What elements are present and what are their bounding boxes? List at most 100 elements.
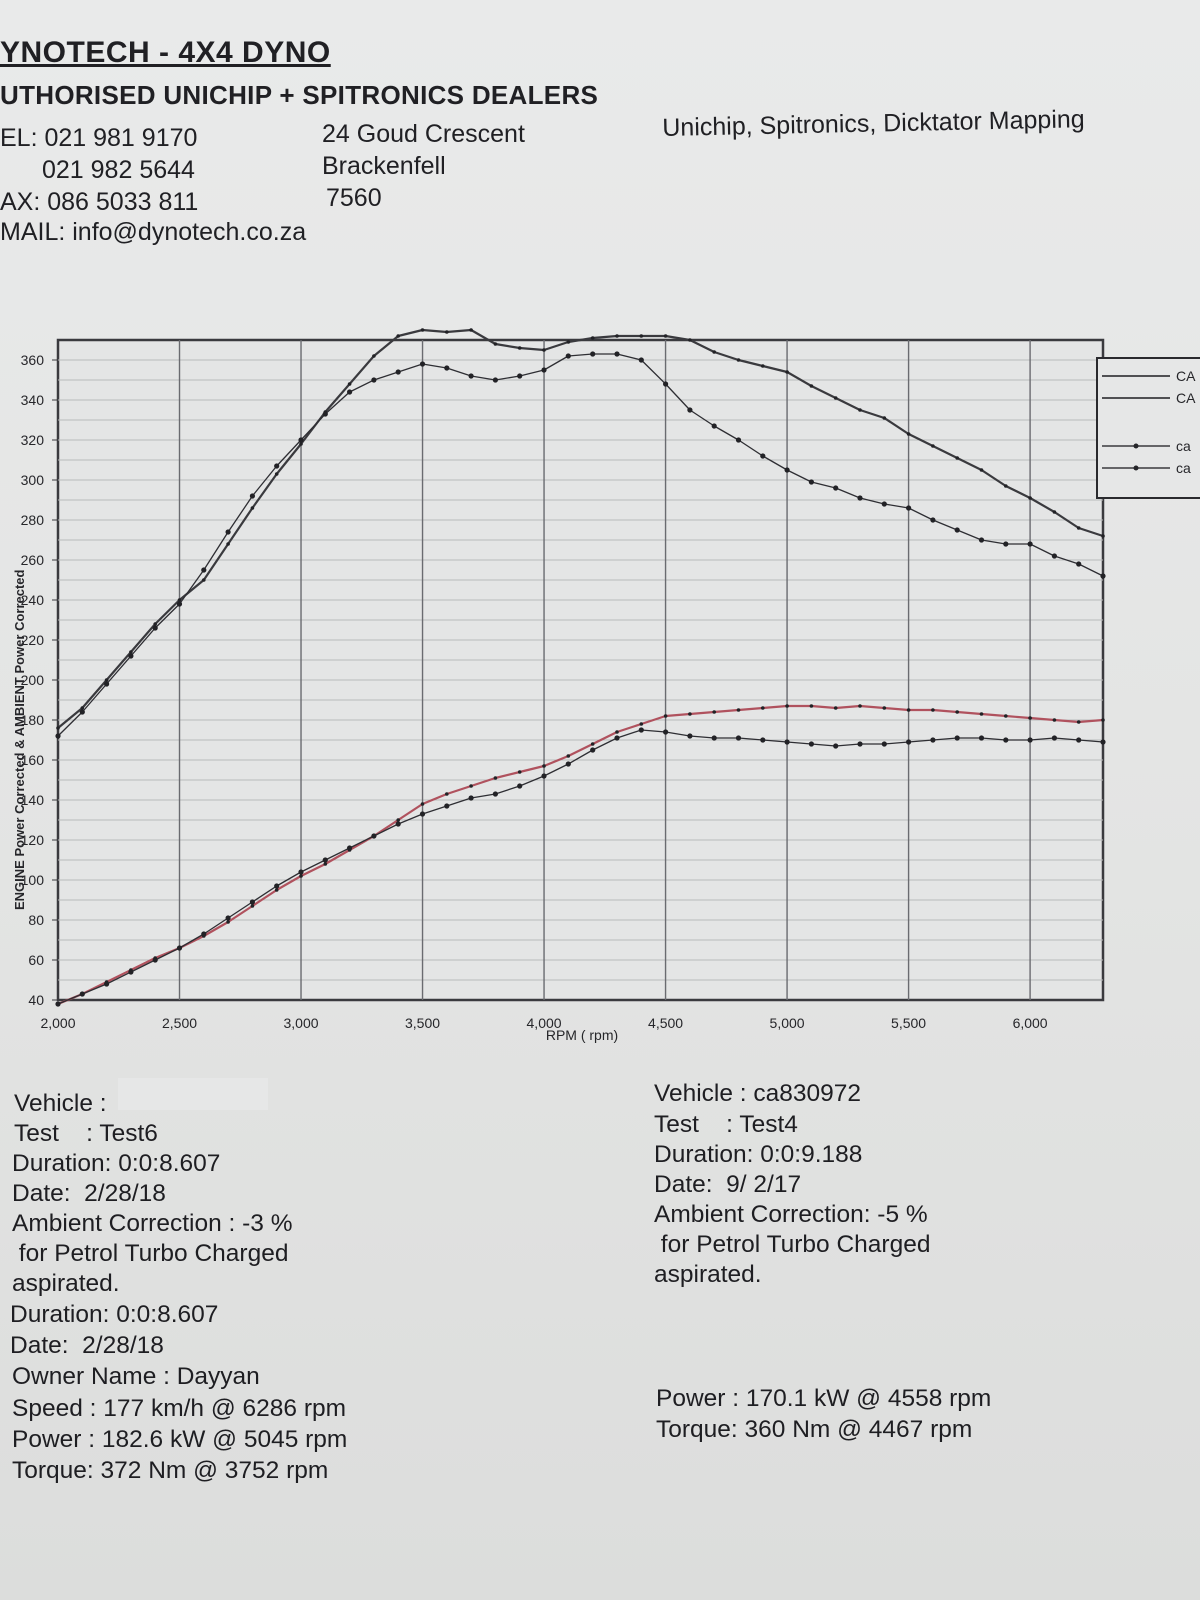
data-point: [1100, 573, 1106, 579]
data-point: [1027, 737, 1033, 743]
data-point: [250, 904, 255, 908]
data-point: [469, 328, 473, 332]
data-point: [152, 957, 158, 963]
data-point: [638, 357, 644, 363]
data-point: [201, 567, 207, 573]
data-point: [590, 351, 596, 357]
data-point: [906, 432, 911, 436]
data-point: [225, 529, 231, 535]
y-tick-label: 360: [21, 352, 45, 368]
data-point: [80, 706, 85, 710]
data-point: [1076, 737, 1082, 743]
series-line-1: [57, 328, 1104, 729]
data-point: [1052, 718, 1057, 722]
data-point: [153, 622, 157, 626]
data-point: [931, 444, 935, 448]
data-point: [445, 330, 449, 334]
data-point: [274, 472, 279, 476]
y-tick-label: 80: [28, 912, 44, 928]
y-tick-labels: 40 60 80 100 120 140 160 180 200 220 240 260 280 300 3…: [21, 352, 58, 1008]
data-point: [906, 505, 912, 511]
data-point: [128, 653, 134, 659]
data-point: [760, 737, 766, 743]
data-point: [808, 479, 815, 485]
data-point: [176, 601, 183, 607]
data-point: [371, 833, 377, 839]
data-point: [298, 437, 304, 443]
x-tick-label: 2,000: [40, 1015, 75, 1031]
legend-marker-4: [1133, 465, 1139, 471]
data-point: [978, 735, 985, 741]
data-point: [299, 874, 303, 878]
data-point: [445, 792, 449, 796]
data-point: [688, 338, 692, 342]
services-line: Unichip, Spitronics, Dicktator Mapping: [662, 105, 1085, 142]
series-line-4: [57, 729, 1104, 1005]
data-point: [978, 537, 985, 543]
data-point: [1004, 714, 1008, 718]
data-point: [687, 407, 693, 413]
dealer-subtitle: UTHORISED UNICHIP + SPITRONICS DEALERS: [0, 80, 599, 110]
current-date: Date: 2/28/18: [12, 1180, 166, 1207]
y-tick-label: 220: [21, 632, 45, 648]
data-point: [1004, 484, 1008, 488]
data-point: [711, 735, 717, 741]
data-point: [371, 377, 377, 383]
y-tick-label: 40: [28, 992, 44, 1008]
data-point: [444, 365, 450, 371]
data-point: [541, 773, 547, 779]
tel-line-2: 021 982 5644: [42, 156, 195, 184]
legend-box: [1096, 357, 1200, 499]
data-point: [152, 625, 158, 631]
current-owner: Owner Name : Dayyan: [12, 1363, 260, 1390]
data-point: [614, 351, 620, 357]
x-tick-label: 6,000: [1013, 1015, 1048, 1031]
y-tick-label: 280: [21, 512, 45, 528]
data-point: [639, 334, 644, 338]
previous-ambient: Ambient Correction: -5 %: [654, 1201, 928, 1228]
data-point: [833, 396, 838, 400]
data-point: [808, 741, 815, 747]
previous-test: Test : Test4: [654, 1111, 798, 1138]
current-for-line: for Petrol Turbo Charged: [12, 1240, 289, 1267]
y-tick-label: 120: [21, 832, 45, 848]
previous-power: Power : 170.1 kW @ 4558 rpm: [656, 1385, 992, 1412]
data-point: [249, 899, 255, 905]
data-point: [785, 704, 789, 708]
data-point: [420, 328, 425, 332]
x-tick-label: 3,500: [405, 1015, 440, 1031]
current-torque: Torque: 372 Nm @ 3752 rpm: [12, 1457, 329, 1484]
current-speed: Speed : 177 km/h @ 6286 rpm: [12, 1395, 347, 1422]
data-point: [590, 336, 595, 340]
x-tick-labels: 2,000 2,500 3,000 3,500 4,000 4,500 5,000 5,500…: [40, 1015, 1047, 1031]
current-ambient: Ambient Correction : -3 %: [12, 1210, 293, 1237]
data-point: [347, 389, 353, 395]
data-point: [517, 783, 523, 789]
data-point: [129, 650, 133, 654]
data-point: [323, 862, 328, 866]
y-tick-label: 60: [28, 952, 44, 968]
data-point: [809, 704, 814, 708]
x-tick-label: 5,500: [891, 1015, 926, 1031]
data-point: [906, 739, 912, 745]
data-point: [615, 334, 619, 338]
y-tick-label: 260: [21, 552, 45, 568]
data-point: [833, 706, 838, 710]
data-point: [249, 493, 255, 499]
chart-legend: CA CA ca ca: [1096, 357, 1200, 499]
previous-vehicle: Vehicle : ca830972: [654, 1080, 862, 1107]
data-point: [492, 377, 498, 383]
data-point: [663, 714, 668, 718]
legend-label-4: ca: [1176, 460, 1191, 476]
data-point: [444, 803, 450, 809]
data-point: [274, 883, 280, 889]
y-tick-label: 240: [21, 592, 45, 608]
x-tick-label: 5,000: [770, 1015, 805, 1031]
y-axis-label: ENGINE Power Corrected & AMBIENT Power C…: [12, 569, 27, 910]
current-vehicle: Vehicle :: [14, 1090, 107, 1117]
data-point: [930, 517, 936, 523]
data-point: [784, 467, 790, 473]
data-point: [784, 739, 790, 745]
data-point: [322, 411, 328, 417]
current-duration: Duration: 0:0:8.607: [12, 1150, 221, 1177]
